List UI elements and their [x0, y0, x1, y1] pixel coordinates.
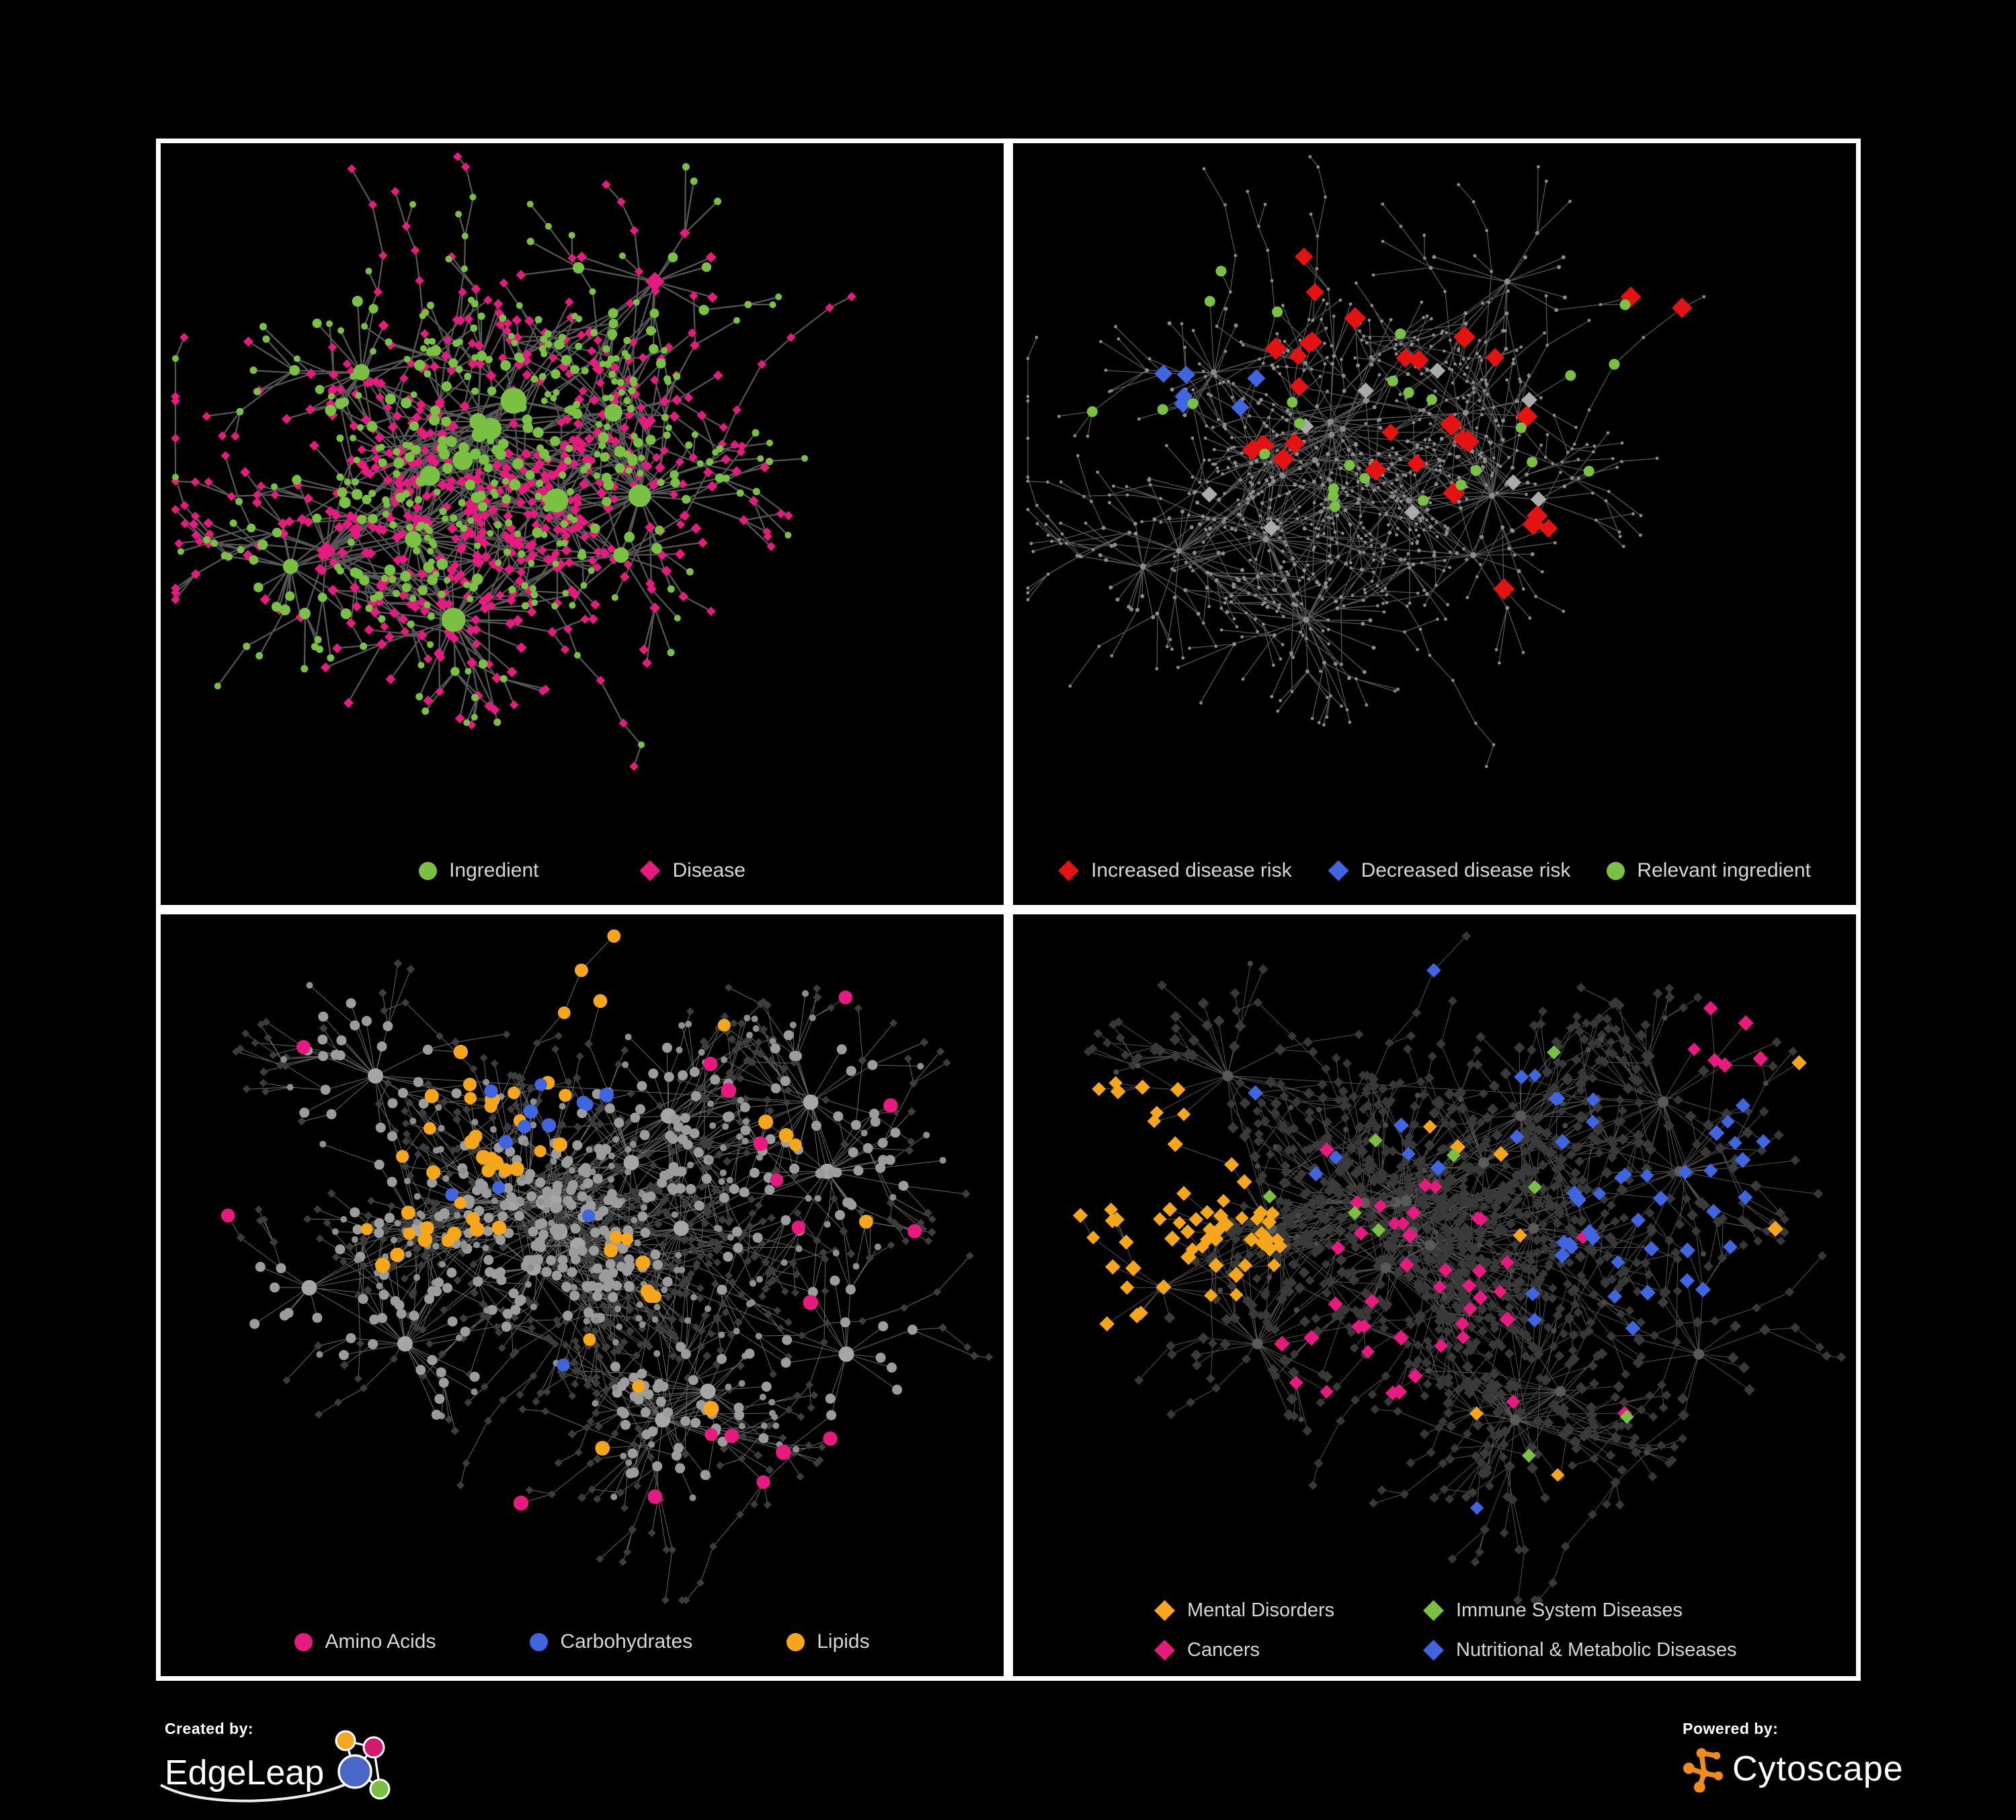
legend-item-relevant-ingredient: Relevant ingredient: [1607, 859, 1811, 882]
cytoscape-wordmark: Cytoscape: [1732, 1749, 1904, 1788]
legend-item-ingredient: Ingredient: [419, 859, 539, 882]
legend-item-immune-diseases: Immune System Diseases: [1423, 1599, 1736, 1622]
disease-classes-network-graph: [1072, 931, 1846, 1605]
legend-label: Lipids: [817, 1630, 870, 1653]
legend-disease-classes: Mental Disorders Immune System Diseases …: [1154, 1599, 1736, 1661]
legend-label: Immune System Diseases: [1456, 1599, 1683, 1621]
edgeleap-credit: Created by: EdgeLeap: [160, 1720, 393, 1804]
legend-label: Carbohydrates: [560, 1630, 693, 1653]
macronutrients-network-graph: [220, 929, 993, 1604]
panel-disease-classes: Mental Disorders Immune System Diseases …: [1008, 910, 1861, 1681]
legend-label: Mental Disorders: [1187, 1599, 1335, 1621]
cytoscape-network-icon: [1683, 1748, 1723, 1792]
mental-disorders-diamond-icon: [1154, 1600, 1175, 1621]
legend-item-carbohydrates: Carbohydrates: [530, 1630, 692, 1653]
decreased-risk-diamond-icon: [1328, 860, 1349, 881]
immune-diseases-diamond-icon: [1423, 1600, 1444, 1621]
disease-risk-network-graph: [1026, 155, 1706, 768]
legend-item-increased-risk: Increased disease risk: [1058, 859, 1292, 882]
ingredient-circle-icon: [419, 861, 438, 880]
cytoscape-logo: Cytoscape: [1683, 1742, 1904, 1796]
panel-ingredient-disease: Ingredient Disease: [156, 139, 1008, 910]
panel-disease-risk: Increased disease risk Decreased disease…: [1008, 139, 1861, 910]
powered-by-label: Powered by:: [1683, 1720, 1779, 1737]
legend-item-nutritional-metabolic: Nutritional & Metabolic Diseases: [1423, 1639, 1736, 1661]
legend-label: Increased disease risk: [1091, 859, 1292, 881]
legend-label: Disease: [672, 859, 745, 881]
cytoscape-credit: Powered by: Cytoscape: [1683, 1720, 1904, 1796]
created-by-label: Created by:: [165, 1720, 254, 1737]
carbohydrates-circle-icon: [530, 1632, 549, 1651]
edgeleap-wordmark: EdgeLeap: [165, 1753, 325, 1792]
lipids-circle-icon: [787, 1632, 805, 1651]
edgeleap-network-icon: [335, 1730, 391, 1800]
legend-ingredient-disease: Ingredient Disease: [161, 859, 1004, 882]
edgeleap-logo: EdgeLeap: [160, 1730, 393, 1804]
relevant-ingredient-circle-icon: [1607, 861, 1625, 880]
cancers-diamond-icon: [1154, 1640, 1175, 1661]
legend-macronutrients: Amino Acids Carbohydrates Lipids: [161, 1630, 1004, 1653]
legend-label: Amino Acids: [325, 1630, 436, 1653]
legend-item-lipids: Lipids: [787, 1630, 870, 1653]
legend-label: Relevant ingredient: [1637, 859, 1811, 881]
legend-item-mental-disorders: Mental Disorders: [1154, 1599, 1423, 1622]
legend-item-disease: Disease: [639, 859, 745, 882]
amino-acids-circle-icon: [294, 1632, 313, 1651]
legend-label: Decreased disease risk: [1361, 859, 1571, 881]
legend-label: Cancers: [1187, 1639, 1260, 1661]
legend-label: Ingredient: [449, 859, 539, 881]
legend-item-amino-acids: Amino Acids: [294, 1630, 436, 1653]
panel-macronutrients: Amino Acids Carbohydrates Lipids: [156, 910, 1008, 1681]
legend-item-cancers: Cancers: [1154, 1639, 1423, 1661]
disease-diamond-icon: [639, 860, 661, 881]
ingredient-disease-network-graph: [171, 152, 856, 771]
increased-risk-diamond-icon: [1058, 860, 1080, 881]
nutritional-metabolic-diamond-icon: [1423, 1640, 1444, 1661]
legend-disease-risk: Increased disease risk Decreased disease…: [1013, 859, 1856, 882]
legend-item-decreased-risk: Decreased disease risk: [1328, 859, 1571, 882]
legend-label: Nutritional & Metabolic Diseases: [1456, 1639, 1737, 1661]
